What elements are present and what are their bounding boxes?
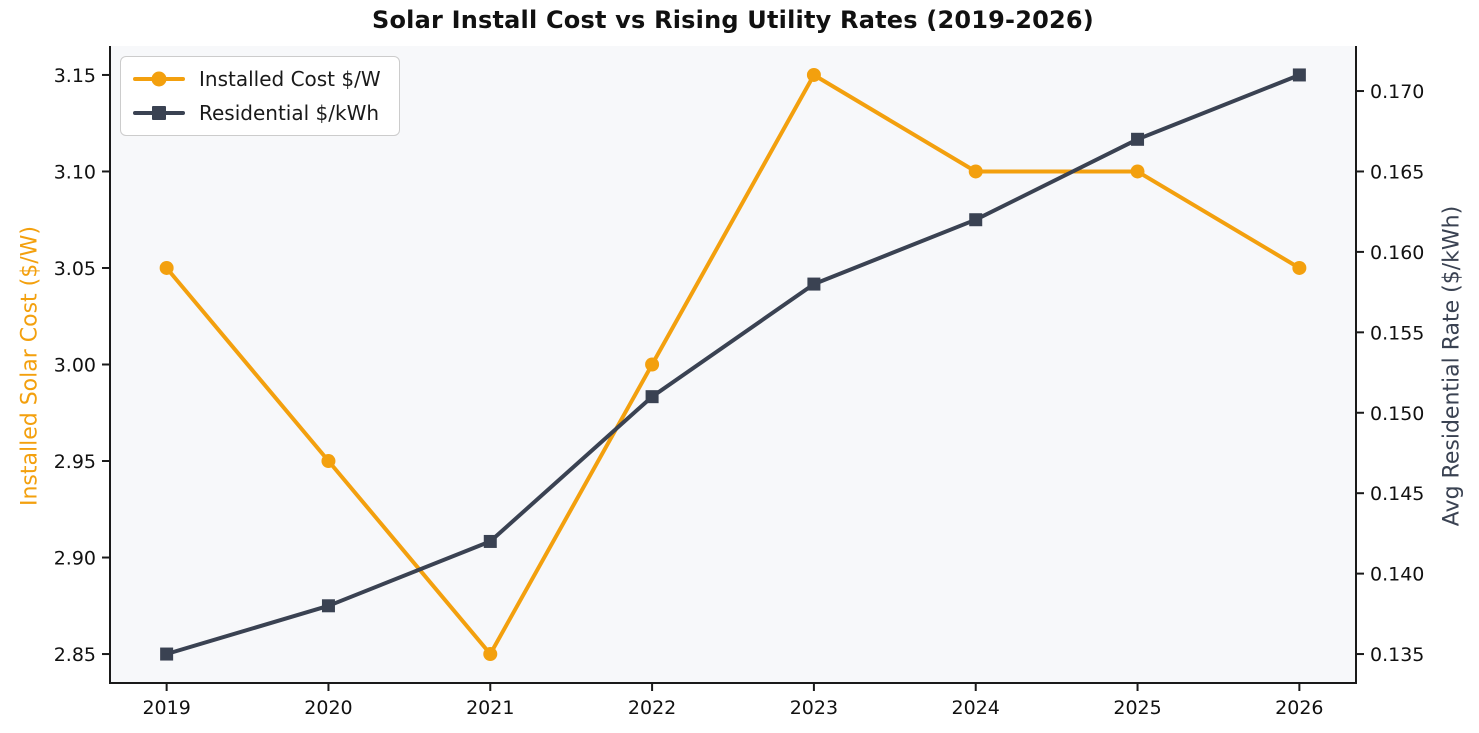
left-tick-label-3.05: 3.05 <box>54 258 96 280</box>
left-tick-label-2.90: 2.90 <box>54 548 96 570</box>
left-tick-label-3.15: 3.15 <box>54 65 96 87</box>
x-tick-label-2024: 2024 <box>952 697 1000 719</box>
residential-rate-marker-2026 <box>1292 68 1306 82</box>
right-axis-label: Avg Residential Rate ($/kWh) <box>1439 205 1465 527</box>
installed-cost-marker-2023 <box>806 67 821 82</box>
x-tick-label-2021: 2021 <box>466 697 514 719</box>
residential-rate-marker-2023 <box>807 277 821 291</box>
legend-swatch-residential-rate <box>133 103 185 123</box>
installed-cost-marker-2022 <box>645 357 660 372</box>
right-tick-label-0.145: 0.145 <box>1370 483 1424 505</box>
legend-swatch-installed-cost <box>133 69 185 89</box>
x-tick-label-2020: 2020 <box>304 697 352 719</box>
legend: Installed Cost $/W Residential $/kWh <box>120 56 400 136</box>
left-tick-label-2.95: 2.95 <box>54 451 96 473</box>
right-tick-label-0.165: 0.165 <box>1370 161 1424 183</box>
right-tick-label-0.140: 0.140 <box>1370 564 1424 586</box>
residential-rate-marker-2022 <box>645 390 659 404</box>
right-tick-label-0.150: 0.150 <box>1370 403 1424 425</box>
residential-rate-marker-2019 <box>160 647 174 661</box>
legend-item-label: Installed Cost $/W <box>199 67 381 91</box>
right-tick-label-0.160: 0.160 <box>1370 242 1424 264</box>
installed-cost-marker-2024 <box>968 164 983 179</box>
x-tick-label-2026: 2026 <box>1275 697 1323 719</box>
right-tick-label-0.170: 0.170 <box>1370 81 1424 103</box>
residential-rate-marker-2025 <box>1131 132 1145 146</box>
left-tick-label-3.10: 3.10 <box>54 161 96 183</box>
plot-background <box>110 46 1356 683</box>
installed-cost-marker-2019 <box>159 260 174 275</box>
installed-cost-marker-2020 <box>321 454 336 469</box>
residential-rate-line <box>164 73 1302 656</box>
legend-item-label: Residential $/kWh <box>199 101 380 125</box>
x-tick-label-2022: 2022 <box>628 697 676 719</box>
right-tick-label-0.155: 0.155 <box>1370 322 1424 344</box>
legend-item-residential-rate: Residential $/kWh <box>133 101 381 125</box>
left-axis-label: Installed Solar Cost ($/W) <box>17 225 43 507</box>
legend-item-installed-cost: Installed Cost $/W <box>133 67 381 91</box>
chart-title: Solar Install Cost vs Rising Utility Rat… <box>372 6 1094 34</box>
installed-cost-marker-2026 <box>1292 260 1307 275</box>
residential-rate-marker-2020 <box>321 599 335 613</box>
left-tick-label-2.85: 2.85 <box>54 644 96 666</box>
installed-cost-marker-2025 <box>1130 164 1145 179</box>
x-tick-label-2019: 2019 <box>142 697 190 719</box>
installed-cost-line <box>164 73 1302 656</box>
legend-circle-marker-icon <box>151 71 167 87</box>
installed-cost-marker-2021 <box>483 647 498 662</box>
x-tick-label-2023: 2023 <box>790 697 838 719</box>
residential-rate-marker-2021 <box>483 534 497 548</box>
x-tick-label-2025: 2025 <box>1113 697 1161 719</box>
residential-rate-marker-2024 <box>969 213 983 227</box>
legend-square-marker-icon <box>152 106 166 120</box>
left-tick-label-3.00: 3.00 <box>54 355 96 377</box>
right-tick-label-0.135: 0.135 <box>1370 644 1424 666</box>
